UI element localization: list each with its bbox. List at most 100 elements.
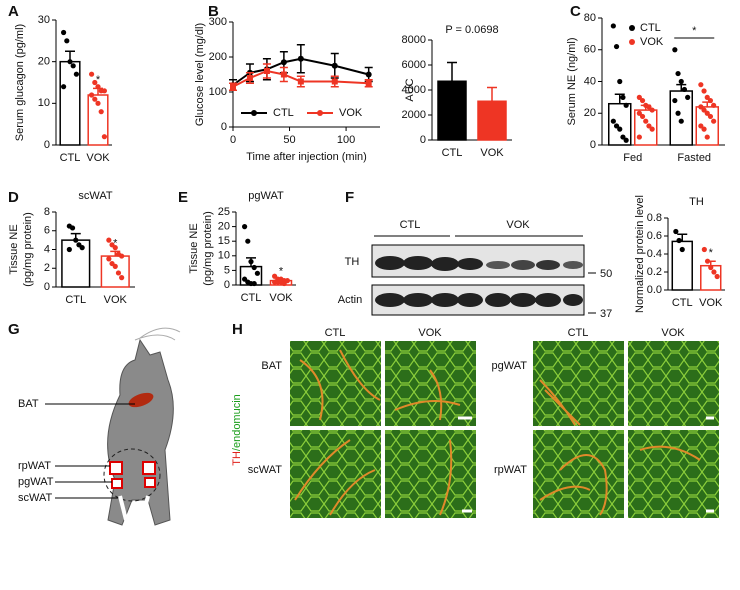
- significance: *: [96, 74, 101, 86]
- y-tick-label: 2: [44, 262, 50, 274]
- data-point: [639, 97, 646, 104]
- data-point: [613, 123, 620, 129]
- data-point: [92, 79, 98, 86]
- panel-label: D: [8, 189, 19, 206]
- data-point: [707, 97, 714, 104]
- legend-marker: [317, 110, 323, 116]
- y-tick-label: 0: [44, 139, 50, 151]
- y-tick-label: 8000: [402, 34, 426, 46]
- legend-marker: [251, 110, 257, 116]
- blot-group: VOK: [506, 219, 530, 231]
- y-tick-label: 0.8: [647, 212, 662, 224]
- data-point: [707, 113, 714, 120]
- y-tick-label: 6000: [402, 59, 426, 71]
- chart-title: scWAT: [78, 190, 112, 202]
- data-point: [79, 245, 85, 251]
- data-point: [89, 71, 95, 77]
- y-tick-label: 0.4: [647, 248, 662, 260]
- data-point: [115, 270, 122, 276]
- blot-row: TH: [345, 256, 360, 268]
- x-tick-label: CTL: [241, 292, 262, 304]
- y-tick-label: 4: [44, 243, 50, 255]
- error-bar: [677, 233, 688, 242]
- diagram-label: scWAT: [18, 492, 52, 504]
- data-point: [613, 43, 620, 50]
- annotation: P = 0.0698: [445, 24, 498, 36]
- marker: [230, 83, 236, 90]
- legend-marker: [629, 39, 635, 45]
- y-tick-label: 20: [584, 107, 596, 119]
- diagram-label: BAT: [18, 398, 39, 410]
- data-point: [69, 225, 76, 231]
- y-axis-label: Normalized protein level: [634, 195, 646, 313]
- y-tick-label: 80: [584, 12, 596, 24]
- y-tick-label: 15: [218, 235, 230, 247]
- y-tick-label: 10: [218, 250, 230, 262]
- data-point: [70, 63, 76, 69]
- row-label: rpWAT: [494, 464, 527, 476]
- bar: [477, 100, 507, 141]
- data-point: [704, 110, 710, 116]
- blot-row: Actin: [338, 294, 362, 306]
- panel-label: A: [8, 3, 19, 20]
- y-axis-label: Tissue NE: [188, 223, 200, 273]
- data-point: [98, 109, 104, 115]
- data-point: [649, 107, 655, 113]
- mouse-diagram: BAT rpWAT pgWAT scWAT: [18, 327, 181, 526]
- data-point: [73, 71, 79, 77]
- micrographs: CTL VOK CTL VOK BAT scWAT pgWAT rpWAT TH…: [231, 327, 719, 518]
- data-point: [711, 102, 717, 108]
- x-tick-label: VOK: [104, 294, 128, 306]
- y-tick-label: 100: [209, 86, 227, 98]
- stain-label: TH/endomucin: [231, 394, 243, 466]
- data-point: [678, 118, 684, 124]
- y-tick-label: 0.0: [647, 284, 662, 296]
- y-axis-label: Glucose level (mg/dl): [194, 23, 206, 126]
- y-tick-label: 60: [584, 44, 596, 56]
- column-label: VOK: [418, 327, 442, 339]
- x-tick-label: VOK: [269, 292, 293, 304]
- data-point: [95, 100, 101, 106]
- data-point: [698, 104, 704, 110]
- error-bar: [614, 93, 625, 104]
- marker: [365, 71, 372, 78]
- x-tick-label: 0: [230, 134, 236, 146]
- y-tick-label: 8: [44, 206, 50, 218]
- data-point: [701, 246, 707, 253]
- data-point: [673, 228, 679, 235]
- y-axis-label: (pg/mg protein): [22, 212, 34, 287]
- data-point: [101, 88, 107, 94]
- data-point: [281, 280, 287, 287]
- data-point: [704, 94, 710, 100]
- y-axis-label: Serum NE (ng/ml): [566, 37, 578, 125]
- panel-label: B: [208, 3, 219, 20]
- x-axis-label: Time after injection (min): [246, 151, 367, 163]
- data-point: [646, 104, 652, 110]
- y-tick-label: 30: [38, 14, 50, 26]
- data-point: [676, 237, 682, 244]
- data-point: [73, 237, 79, 243]
- data-point: [101, 134, 107, 140]
- data-point: [636, 134, 642, 140]
- data-point: [646, 123, 652, 129]
- y-axis-label: Serum glucagon (pg/ml): [14, 24, 26, 141]
- y-tick-label: 20: [218, 221, 230, 233]
- panel-label: E: [178, 189, 188, 206]
- marker: [280, 59, 287, 66]
- data-point: [714, 273, 720, 280]
- data-point: [67, 59, 73, 65]
- y-tick-label: 0.6: [647, 230, 662, 242]
- y-tick-label: 0: [590, 139, 596, 151]
- marker: [331, 78, 338, 85]
- y-tick-label: 0: [224, 279, 230, 291]
- x-tick-label: CTL: [65, 294, 86, 306]
- error-bar: [447, 61, 457, 82]
- mw-marker: 37: [600, 308, 612, 320]
- data-point: [672, 97, 678, 104]
- x-tick-label: 100: [337, 134, 355, 146]
- stain-endomucin: /endomucin: [231, 394, 243, 451]
- data-point: [681, 86, 688, 93]
- y-tick-label: 6: [44, 225, 50, 237]
- x-tick-label: VOK: [699, 297, 723, 309]
- row-label: pgWAT: [492, 360, 528, 372]
